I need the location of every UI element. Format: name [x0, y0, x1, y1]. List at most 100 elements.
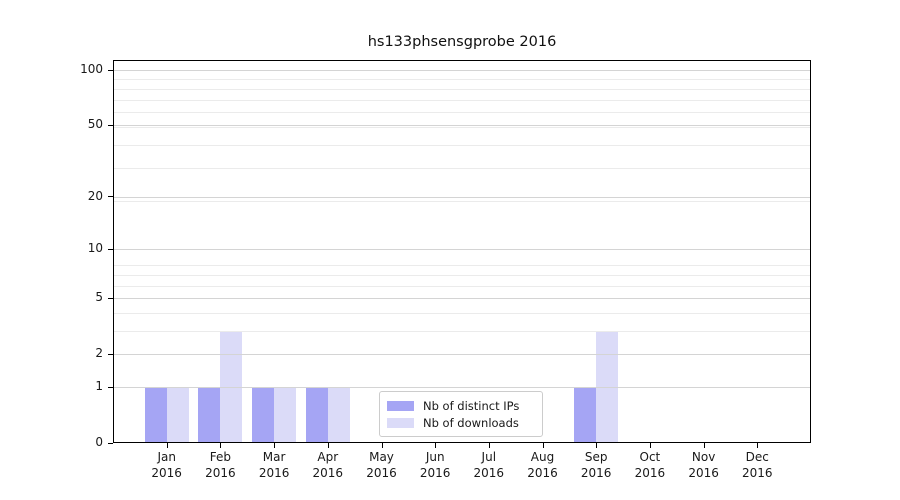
- x-axis-tick-mark: [274, 443, 276, 448]
- y-axis-tick-mark: [108, 386, 113, 388]
- x-axis-tick-mark: [220, 443, 222, 448]
- bar-nb-of-distinct-ips-mar: [252, 387, 275, 443]
- x-tick-year-label: 2016: [151, 466, 182, 480]
- x-axis-tick-label: Sep 2016: [564, 449, 628, 481]
- x-tick-year-label: 2016: [258, 466, 290, 480]
- legend-item-downloads: Nb of downloads: [387, 416, 534, 430]
- legend-swatch-downloads: [387, 417, 414, 428]
- bar-nb-of-distinct-ips-sep: [574, 387, 597, 443]
- x-tick-month-label: Jan: [157, 450, 176, 464]
- x-axis-tick-mark: [757, 443, 759, 448]
- x-tick-month-label: Apr: [317, 450, 339, 464]
- bar-nb-of-distinct-ips-jan: [144, 387, 167, 443]
- x-axis-tick-label: Aug 2016: [511, 449, 575, 481]
- legend: Nb of distinct IPs Nb of downloads: [379, 391, 543, 437]
- x-tick-year-label: 2016: [634, 466, 666, 480]
- grid-line-major: [114, 70, 810, 71]
- grid-line-minor: [114, 265, 810, 267]
- x-axis-tick-mark: [703, 443, 705, 448]
- bar-nb-of-downloads-apr: [327, 387, 350, 443]
- grid-line-major: [114, 354, 810, 356]
- x-axis-tick-label: Oct 2016: [618, 449, 682, 481]
- x-axis-tick-label: Mar 2016: [242, 449, 306, 481]
- y-axis-tick-label: 50: [87, 117, 103, 132]
- x-tick-year-label: 2016: [527, 466, 558, 480]
- x-tick-month-label: Mar: [262, 450, 286, 464]
- x-axis-tick-label: Jan 2016: [135, 449, 199, 481]
- legend-swatch-distinct-ips: [387, 400, 414, 411]
- legend-item-distinct-ips: Nb of distinct IPs: [387, 399, 534, 413]
- x-tick-year-label: 2016: [205, 466, 236, 480]
- grid-line-major: [114, 196, 810, 198]
- x-tick-year-label: 2016: [580, 466, 612, 480]
- grid-line-major: [114, 298, 810, 300]
- grid-line-minor: [114, 285, 810, 287]
- x-axis-tick-label: Jun 2016: [403, 449, 467, 481]
- grid-line-minor: [114, 312, 810, 314]
- x-axis-tick-mark: [488, 443, 490, 448]
- x-tick-month-label: Sep: [584, 450, 608, 464]
- bar-nb-of-distinct-ips-apr: [305, 387, 328, 443]
- x-tick-year-label: 2016: [688, 466, 719, 480]
- x-axis-tick-label: Dec 2016: [725, 449, 789, 481]
- x-axis-tick-mark: [542, 443, 544, 448]
- grid-line-minor: [114, 79, 810, 81]
- y-axis-tick-label: 5: [95, 290, 103, 305]
- y-axis-tick-label: 0: [95, 435, 103, 449]
- y-axis-tick-label: 100: [80, 62, 103, 76]
- x-axis-tick-mark: [649, 443, 651, 448]
- plot-border: [113, 60, 811, 443]
- x-axis-tick-label: Nov 2016: [672, 449, 736, 481]
- y-axis-tick-mark: [108, 442, 113, 444]
- y-axis-tick-mark: [108, 124, 113, 126]
- y-axis-tick-mark: [108, 69, 113, 71]
- y-axis-tick-mark: [108, 248, 113, 250]
- x-axis-tick-mark: [327, 443, 329, 448]
- x-tick-month-label: Nov: [691, 450, 716, 464]
- grid-line-minor: [114, 200, 810, 202]
- grid-line-minor: [114, 126, 810, 128]
- bar-nb-of-downloads-jan: [166, 387, 189, 443]
- x-tick-month-label: Dec: [745, 450, 769, 464]
- bar-nb-of-downloads-mar: [274, 387, 297, 443]
- y-axis-tick-mark: [108, 297, 113, 299]
- grid-line-major: [114, 387, 810, 388]
- grid-line-major: [114, 249, 810, 251]
- legend-label-distinct-ips: Nb of distinct IPs: [423, 398, 520, 413]
- legend-label-downloads: Nb of downloads: [423, 415, 519, 430]
- x-axis-tick-label: May 2016: [350, 449, 414, 481]
- x-tick-year-label: 2016: [419, 466, 451, 480]
- x-tick-year-label: 2016: [742, 466, 773, 480]
- x-axis-tick-mark: [166, 443, 168, 448]
- x-tick-month-label: Jul: [481, 450, 497, 464]
- x-tick-year-label: 2016: [473, 466, 505, 480]
- y-axis-tick-mark: [108, 196, 113, 198]
- x-tick-month-label: Aug: [530, 450, 555, 464]
- grid-line-minor: [114, 331, 810, 332]
- grid-line-minor: [114, 88, 810, 90]
- x-tick-year-label: 2016: [312, 466, 344, 480]
- x-tick-month-label: Jun: [425, 450, 445, 464]
- x-tick-month-label: May: [369, 450, 394, 464]
- y-axis-tick-mark: [108, 353, 113, 355]
- x-axis-tick-mark: [435, 443, 437, 448]
- x-tick-month-label: Feb: [209, 450, 232, 464]
- grid-line-minor: [114, 274, 810, 276]
- x-axis-tick-label: Feb 2016: [188, 449, 252, 481]
- grid-line-minor: [114, 99, 810, 101]
- grid-line-major: [114, 125, 810, 127]
- x-axis-tick-label: Jul 2016: [457, 449, 521, 481]
- y-axis-tick-label: 1: [95, 379, 103, 393]
- x-axis-tick-mark: [381, 443, 383, 448]
- grid-line-minor: [114, 144, 810, 146]
- chart-title: hs133phsensgprobe 2016: [367, 34, 557, 50]
- x-tick-year-label: 2016: [366, 466, 397, 480]
- x-tick-month-label: Oct: [639, 450, 661, 464]
- bar-nb-of-distinct-ips-feb: [198, 387, 221, 443]
- y-axis-tick-label: 20: [87, 188, 103, 203]
- grid-line-minor: [114, 112, 810, 114]
- y-axis-tick-label: 10: [87, 241, 103, 256]
- grid-line-minor: [114, 168, 810, 170]
- x-axis-tick-label: Apr 2016: [296, 449, 360, 481]
